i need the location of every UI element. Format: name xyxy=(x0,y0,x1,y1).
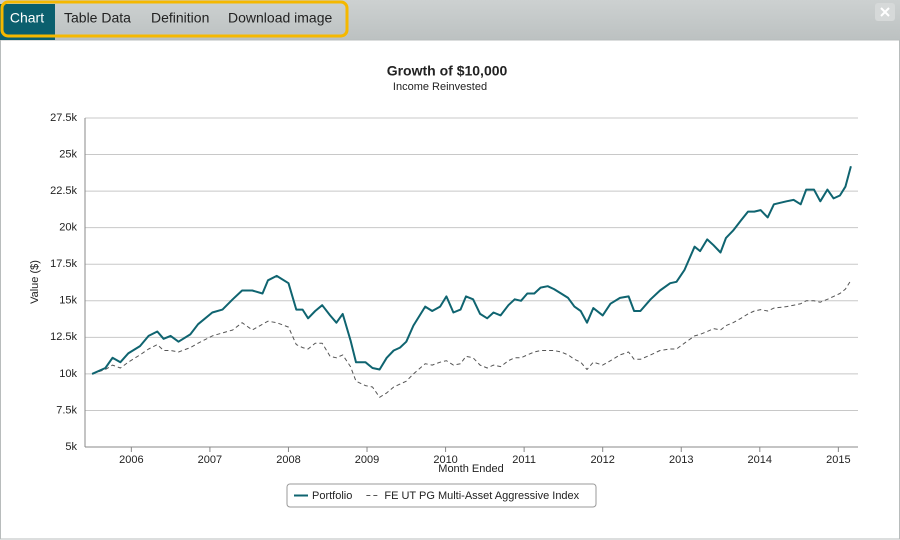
close-icon[interactable] xyxy=(880,7,890,17)
legend-box xyxy=(286,483,597,508)
tab[interactable]: Download image xyxy=(228,10,332,26)
x-tick-label: 2007 xyxy=(198,454,222,466)
tab[interactable]: Table Data xyxy=(64,10,131,26)
x-tick-label: 2012 xyxy=(590,454,614,466)
y-tick-label: 25k xyxy=(59,148,77,160)
x-tick-label: 2015 xyxy=(826,454,850,466)
tab[interactable]: Definition xyxy=(151,10,209,26)
y-tick-label: 7.5k xyxy=(56,404,77,416)
y-tick-label: 22.5k xyxy=(50,185,77,197)
series-line xyxy=(91,166,852,375)
legend-label: Portfolio xyxy=(312,490,352,502)
y-tick-label: 17.5k xyxy=(50,258,77,270)
active-tab-bg xyxy=(0,4,55,40)
x-axis-label: Month Ended xyxy=(438,463,503,475)
x-tick-label: 2009 xyxy=(355,454,379,466)
x-tick-label: 2010 xyxy=(433,454,457,466)
y-tick-label: 12.5k xyxy=(50,331,77,343)
close-button[interactable] xyxy=(875,3,895,21)
x-tick-label: 2008 xyxy=(276,454,300,466)
y-axis-label: Value ($) xyxy=(29,260,41,304)
x-tick-label: 2014 xyxy=(748,454,772,466)
y-tick-label: 27.5k xyxy=(50,112,77,124)
y-tick-label: 10k xyxy=(59,368,77,380)
panel xyxy=(0,39,900,540)
chart-title: Growth of $10,000 xyxy=(387,63,508,79)
y-tick-label: 20k xyxy=(59,222,77,234)
series-line xyxy=(91,280,852,398)
x-tick-label: 2011 xyxy=(512,454,536,466)
tab[interactable]: Chart xyxy=(10,10,44,26)
x-tick-label: 2006 xyxy=(119,454,143,466)
legend-label: FE UT PG Multi-Asset Aggressive Index xyxy=(384,490,579,502)
chart-subtitle: Income Reinvested xyxy=(393,81,487,93)
y-tick-label: 5k xyxy=(65,441,77,453)
tab-bar xyxy=(0,0,900,40)
highlight xyxy=(0,0,349,38)
x-tick-label: 2013 xyxy=(669,454,693,466)
y-tick-label: 15k xyxy=(59,295,77,307)
